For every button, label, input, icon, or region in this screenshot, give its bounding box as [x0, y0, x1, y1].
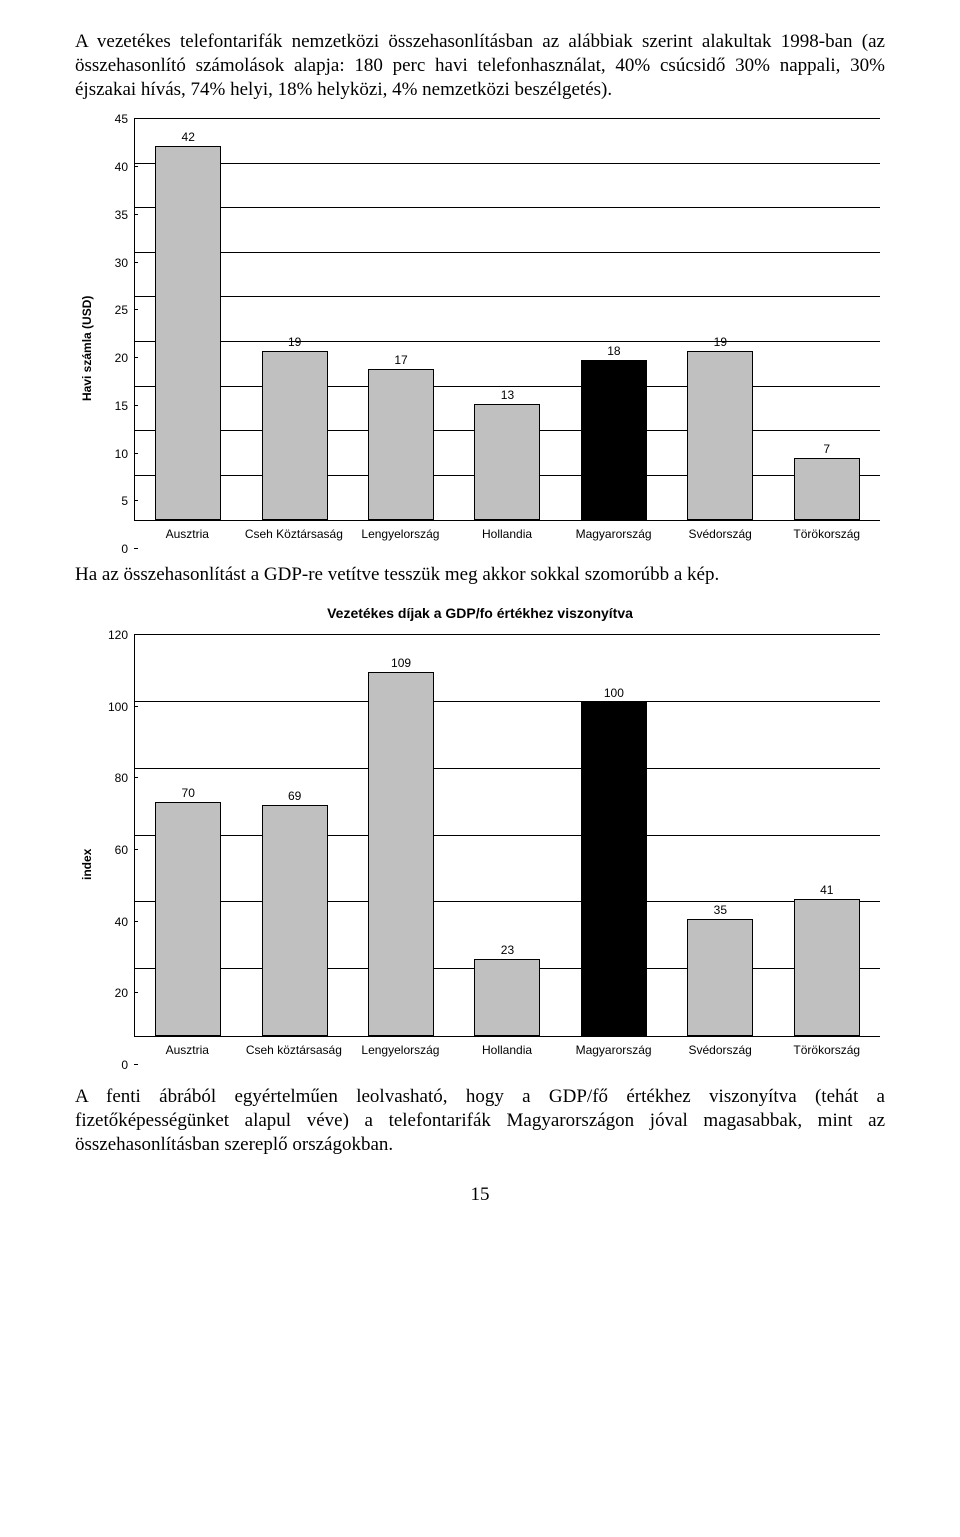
chart1-bars: 42 19 17 13 18 19 7: [135, 119, 880, 520]
bar-value-label: 100: [604, 686, 624, 700]
xtick-label: Hollandia: [454, 521, 561, 549]
ytick-label: 120: [108, 628, 128, 642]
bar-slot: 100: [561, 635, 667, 1036]
bar: [155, 802, 221, 1036]
bar: [368, 369, 434, 520]
ytick-label: 25: [115, 303, 128, 317]
bar-slot: 41: [774, 635, 880, 1036]
xtick-label: Törökország: [773, 521, 880, 549]
xtick-label: Cseh köztársaság: [241, 1037, 348, 1065]
chart1-body: Havi számla (USD) 051015202530354045 421…: [80, 119, 880, 549]
bar: [262, 351, 328, 520]
xtick-label: Lengyelország: [347, 521, 454, 549]
bar-slot: 69: [241, 635, 347, 1036]
ytick-label: 0: [121, 1058, 128, 1072]
bar: [368, 672, 434, 1036]
chart1-yaxis: 051015202530354045: [100, 119, 134, 549]
bar: [794, 458, 860, 520]
ytick-label: 45: [115, 112, 128, 126]
xtick-label: Svédország: [667, 521, 774, 549]
chart2-bars: 70 69 109 23 100 35 41: [135, 635, 880, 1036]
chart1-plot-area: 42 19 17 13 18 19 7: [134, 119, 880, 521]
chart-gdp-index: Vezetékes díjak a GDP/fo értékhez viszon…: [80, 605, 880, 1065]
bar-slot: 35: [667, 635, 773, 1036]
xtick-label: Magyarország: [560, 1037, 667, 1065]
chart2-plot-area: 70 69 109 23 100 35 41: [134, 635, 880, 1037]
ytick-label: 40: [115, 160, 128, 174]
chart2-plot-column: 70 69 109 23 100 35 41 AusztriaCseh köztársasá…: [134, 635, 880, 1065]
xtick-label: Magyarország: [560, 521, 667, 549]
bar: [581, 360, 647, 520]
ytick-label: 5: [121, 494, 128, 508]
ytick-label: 80: [115, 771, 128, 785]
chart2-ylabel: index: [80, 635, 100, 1065]
bar: [155, 146, 221, 520]
ytick-label: 40: [115, 915, 128, 929]
ytick-label: 35: [115, 208, 128, 222]
ytick-label: 100: [108, 700, 128, 714]
bar-value-label: 17: [394, 353, 407, 367]
bar-slot: 17: [348, 119, 454, 520]
ytick-label: 30: [115, 256, 128, 270]
ytick-label: 60: [115, 843, 128, 857]
chart1-xaxis: AusztriaCseh KöztársaságLengyelországHol…: [134, 521, 880, 549]
bar-slot: 23: [454, 635, 560, 1036]
bar: [262, 805, 328, 1036]
xtick-label: Svédország: [667, 1037, 774, 1065]
chart2-body: index 020406080100120 7069109231003541 A…: [80, 635, 880, 1065]
bar-slot: 70: [135, 635, 241, 1036]
bar-slot: 42: [135, 119, 241, 520]
chart1-plot-column: 42 19 17 13 18 19 7 AusztriaCseh KöztársaságLe…: [134, 119, 880, 549]
ytick-label: 20: [115, 986, 128, 1000]
chart2-yaxis: 020406080100120: [100, 635, 134, 1065]
bar-value-label: 7: [823, 442, 830, 456]
bar: [687, 919, 753, 1036]
xtick-label: Ausztria: [134, 521, 241, 549]
bar: [474, 404, 540, 520]
middle-paragraph: Ha az összehasonlítást a GDP-re vetítve …: [75, 563, 885, 587]
ytick-label: 0: [121, 542, 128, 556]
bar-value-label: 13: [501, 388, 514, 402]
bar: [794, 899, 860, 1036]
bar-value-label: 109: [391, 656, 411, 670]
chart-monthly-bill: Havi számla (USD) 051015202530354045 421…: [80, 119, 880, 549]
bar-value-label: 19: [714, 335, 727, 349]
chart2-xaxis: AusztriaCseh köztársaságLengyelországHol…: [134, 1037, 880, 1065]
xtick-label: Cseh Köztársaság: [241, 521, 348, 549]
bar-slot: 19: [241, 119, 347, 520]
bar-value-label: 35: [714, 903, 727, 917]
bar: [474, 959, 540, 1036]
document-page: A vezetékes telefontarifák nemzetközi ös…: [0, 0, 960, 1236]
bar-value-label: 23: [501, 943, 514, 957]
xtick-label: Lengyelország: [347, 1037, 454, 1065]
ytick-label: 15: [115, 399, 128, 413]
bar-slot: 109: [348, 635, 454, 1036]
bar-value-label: 69: [288, 789, 301, 803]
ytick-label: 10: [115, 447, 128, 461]
bar-slot: 18: [561, 119, 667, 520]
bar-value-label: 19: [288, 335, 301, 349]
xtick-label: Törökország: [773, 1037, 880, 1065]
bar: [581, 702, 647, 1036]
chart2-title: Vezetékes díjak a GDP/fo értékhez viszon…: [80, 605, 880, 621]
bar-value-label: 18: [607, 344, 620, 358]
bar: [687, 351, 753, 520]
xtick-label: Ausztria: [134, 1037, 241, 1065]
ytick-label: 20: [115, 351, 128, 365]
bar-slot: 13: [454, 119, 560, 520]
xtick-label: Hollandia: [454, 1037, 561, 1065]
intro-paragraph: A vezetékes telefontarifák nemzetközi ös…: [75, 30, 885, 101]
closing-paragraph: A fenti ábrából egyértelműen leolvasható…: [75, 1085, 885, 1156]
bar-value-label: 42: [182, 130, 195, 144]
chart1-ylabel: Havi számla (USD): [80, 119, 100, 549]
page-number: 15: [75, 1184, 885, 1206]
bar-slot: 7: [774, 119, 880, 520]
bar-value-label: 70: [182, 786, 195, 800]
bar-value-label: 41: [820, 883, 833, 897]
bar-slot: 19: [667, 119, 773, 520]
